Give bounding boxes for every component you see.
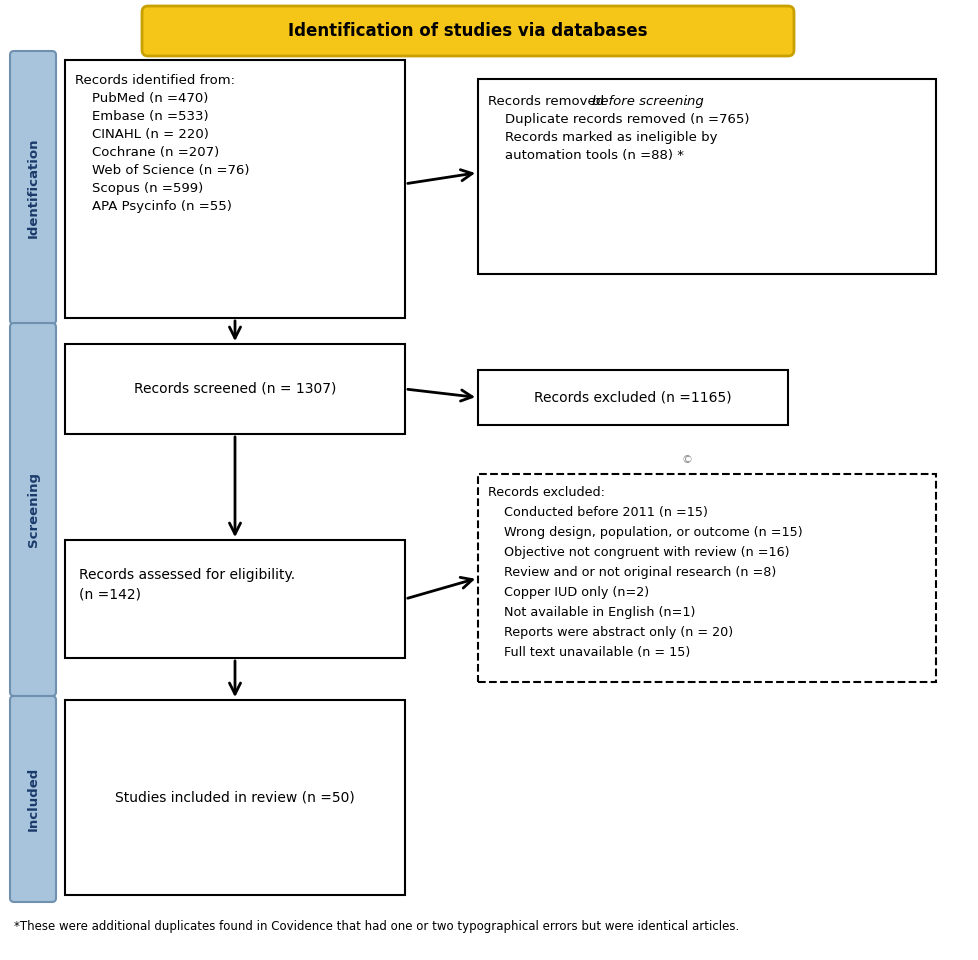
Bar — [65, 344, 405, 434]
FancyBboxPatch shape — [142, 6, 793, 56]
Text: Records assessed for eligibility.: Records assessed for eligibility. — [79, 568, 294, 582]
Bar — [65, 60, 405, 318]
Text: Identification of studies via databases: Identification of studies via databases — [288, 22, 647, 40]
Bar — [477, 370, 787, 425]
Text: Cochrane (n =207): Cochrane (n =207) — [75, 146, 219, 159]
Text: CINAHL (n = 220): CINAHL (n = 220) — [75, 128, 208, 141]
Bar — [65, 700, 405, 895]
Bar — [477, 79, 935, 274]
Text: Identification: Identification — [26, 137, 39, 238]
FancyBboxPatch shape — [10, 323, 56, 696]
Text: Included: Included — [26, 767, 39, 831]
Text: *These were additional duplicates found in Covidence that had one or two typogra: *These were additional duplicates found … — [14, 920, 738, 933]
Text: Studies included in review (n =50): Studies included in review (n =50) — [115, 790, 354, 804]
Text: Conducted before 2011 (n =15): Conducted before 2011 (n =15) — [487, 506, 707, 519]
FancyBboxPatch shape — [10, 696, 56, 902]
Text: before screening: before screening — [592, 95, 703, 108]
Text: Records excluded (n =1165): Records excluded (n =1165) — [534, 391, 732, 404]
Text: Scopus (n =599): Scopus (n =599) — [75, 182, 203, 195]
Text: Records identified from:: Records identified from: — [75, 74, 235, 87]
Text: (n =142): (n =142) — [79, 588, 141, 602]
Text: PubMed (n =470): PubMed (n =470) — [75, 92, 208, 105]
Text: :: : — [684, 95, 688, 108]
Text: Web of Science (n =76): Web of Science (n =76) — [75, 164, 249, 177]
Text: Records excluded:: Records excluded: — [487, 486, 604, 499]
Text: automation tools (n =88) *: automation tools (n =88) * — [487, 149, 684, 162]
Text: Records marked as ineligible by: Records marked as ineligible by — [487, 131, 717, 144]
Text: Full text unavailable (n = 15): Full text unavailable (n = 15) — [487, 646, 689, 659]
Text: Wrong design, population, or outcome (n =15): Wrong design, population, or outcome (n … — [487, 526, 802, 539]
FancyBboxPatch shape — [10, 51, 56, 324]
Text: Screening: Screening — [26, 472, 39, 547]
Bar — [477, 474, 935, 682]
Text: Not available in English (n=1): Not available in English (n=1) — [487, 606, 694, 619]
Text: Reports were abstract only (n = 20): Reports were abstract only (n = 20) — [487, 626, 733, 639]
Text: APA Psycinfo (n =55): APA Psycinfo (n =55) — [75, 200, 232, 213]
Text: ©: © — [681, 455, 691, 465]
Text: Records removed: Records removed — [487, 95, 608, 108]
Text: Embase (n =533): Embase (n =533) — [75, 110, 208, 123]
Text: Review and or not original research (n =8): Review and or not original research (n =… — [487, 566, 776, 579]
Text: Duplicate records removed (n =765): Duplicate records removed (n =765) — [487, 113, 749, 126]
Text: Records screened (n = 1307): Records screened (n = 1307) — [134, 382, 335, 396]
Text: Copper IUD only (n=2): Copper IUD only (n=2) — [487, 586, 648, 599]
Text: Objective not congruent with review (n =16): Objective not congruent with review (n =… — [487, 546, 788, 559]
Bar — [65, 540, 405, 658]
